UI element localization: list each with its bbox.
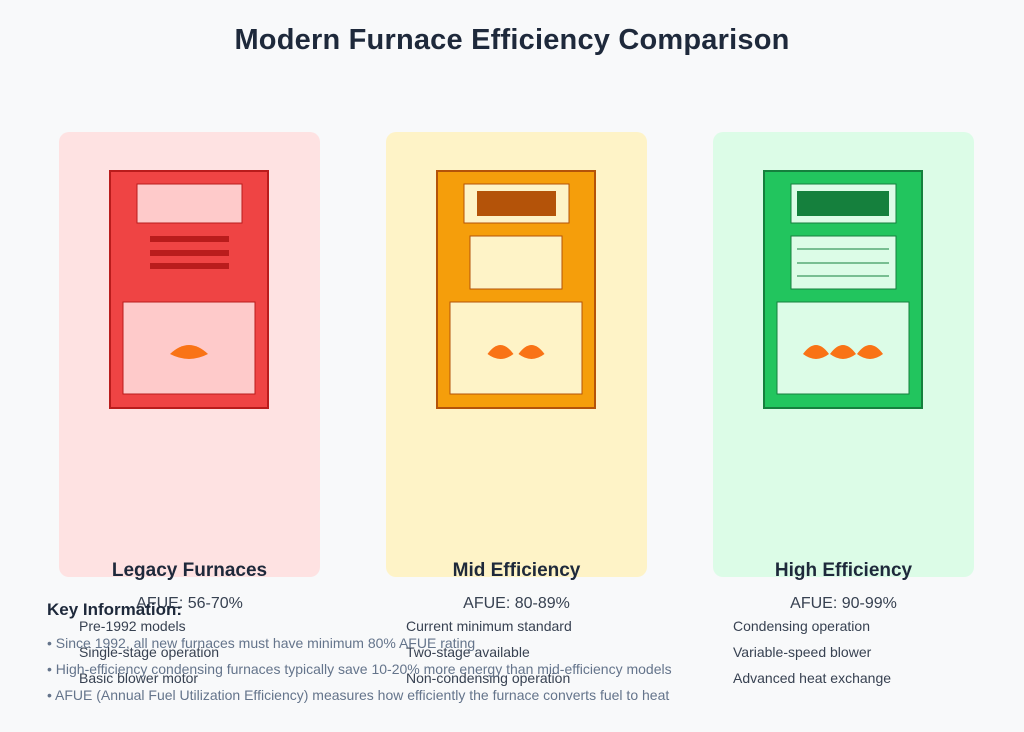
key-info-item: • Since 1992, all new furnaces must have… <box>47 635 476 651</box>
afue-rating: AFUE: 56-70% <box>136 595 243 612</box>
control-panel <box>136 183 243 224</box>
feature-list: Current minimum standard Two-stage avail… <box>406 618 572 696</box>
high-furnace-illustration <box>763 170 923 409</box>
flame-icon <box>487 345 514 359</box>
feature-list: Pre-1992 models Single-stage operation B… <box>79 618 219 696</box>
filter-panel <box>469 235 563 290</box>
flame-icon <box>803 345 829 359</box>
afue-rating: AFUE: 90-99% <box>790 595 897 612</box>
feature-item: Basic blower motor <box>79 670 199 686</box>
page-title: Modern Furnace Efficiency Comparison <box>234 24 790 56</box>
vent-slat <box>150 236 229 242</box>
feature-item: Non-condensing operation <box>406 670 571 686</box>
key-info-title: Key Information: <box>47 600 183 619</box>
feature-list: Condensing operation Variable-speed blow… <box>733 618 891 696</box>
card-title: Legacy Furnaces <box>111 560 268 581</box>
key-info-item: • High-efficiency condensing furnaces ty… <box>47 661 672 677</box>
vent-slat <box>150 263 229 269</box>
mid-furnace-illustration <box>436 170 596 409</box>
flame-icon <box>170 345 208 359</box>
key-info-item: • AFUE (Annual Fuel Utilization Efficien… <box>47 687 670 703</box>
flame-group <box>803 345 883 359</box>
legacy-furnace-illustration <box>109 170 269 409</box>
card-title: Mid Efficiency <box>452 560 581 581</box>
flame-group <box>487 345 545 359</box>
mid-efficiency-card: Mid Efficiency AFUE: 80-89% Current mini… <box>386 132 647 686</box>
card-title: High Efficiency <box>774 560 913 581</box>
flame-group <box>170 345 208 359</box>
feature-item: Advanced heat exchange <box>733 670 892 686</box>
feature-item: Pre-1992 models <box>79 618 186 634</box>
feature-item: Current minimum standard <box>406 618 572 634</box>
display-screen <box>477 191 556 216</box>
key-info-list: • Since 1992, all new furnaces must have… <box>47 635 672 713</box>
flame-icon <box>518 345 545 359</box>
feature-item: Variable-speed blower <box>733 644 872 660</box>
burner-chamber <box>449 301 583 395</box>
afue-rating: AFUE: 80-89% <box>463 595 570 612</box>
legacy-furnace-card: Legacy Furnaces AFUE: 56-70% Pre-1992 mo… <box>59 132 320 686</box>
high-efficiency-card: High Efficiency AFUE: 90-99% Condensing … <box>713 132 974 686</box>
feature-item: Condensing operation <box>733 618 870 634</box>
vent-slat <box>150 250 229 256</box>
feature-item: Two-stage available <box>406 644 530 660</box>
flame-icon <box>857 345 883 359</box>
flame-icon <box>830 345 856 359</box>
feature-item: Single-stage operation <box>79 644 220 660</box>
display-screen <box>797 191 889 216</box>
